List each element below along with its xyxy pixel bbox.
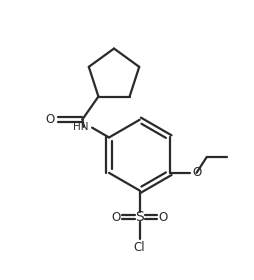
Text: O: O — [45, 113, 55, 126]
Text: Cl: Cl — [134, 241, 146, 254]
Text: HN: HN — [73, 122, 89, 132]
Text: S: S — [135, 210, 144, 224]
Text: O: O — [111, 211, 120, 223]
Text: O: O — [159, 211, 168, 223]
Text: O: O — [192, 166, 201, 179]
